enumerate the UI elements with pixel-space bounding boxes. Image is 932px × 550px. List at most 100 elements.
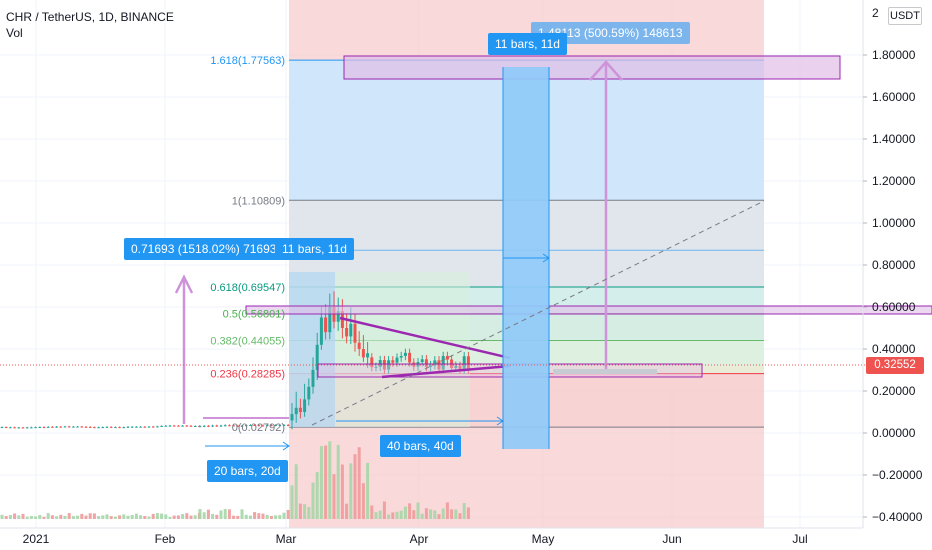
candle-body [336, 311, 340, 322]
candle-body [274, 425, 277, 427]
volume-bar [466, 507, 470, 519]
volume-bar [458, 513, 462, 519]
volume-bar [46, 513, 50, 519]
volume-bar [332, 474, 336, 519]
volume-bar [274, 515, 278, 519]
volume-bar [92, 513, 96, 519]
candle-body [139, 426, 142, 428]
candle-body [55, 426, 58, 428]
candle-body [193, 426, 197, 428]
volume-bar [189, 515, 193, 519]
volume-bar [336, 444, 340, 519]
target-arrow-head [589, 60, 623, 81]
volume-bar [101, 515, 105, 519]
volume-bar [319, 446, 323, 519]
currency-button[interactable]: USDT [888, 7, 922, 25]
fib-label: 0(0.02792) [232, 422, 285, 434]
volume-bar [420, 513, 424, 519]
price-axis[interactable]: 1.80000 1.60000 1.40000 1.20000 1.00000 0.800… [863, 6, 923, 524]
volume-bar [378, 510, 382, 519]
candle-body [147, 426, 151, 428]
price-tick-label-top: 2 [872, 6, 879, 20]
symbol-title: CHR / TetherUS, 1D, BINANCE [6, 10, 174, 24]
candle-body [294, 407, 298, 415]
candle-body [4, 427, 8, 429]
volume-bar [340, 464, 344, 519]
volume-bar [278, 515, 282, 519]
candle-body [328, 307, 332, 333]
volume-bar [143, 516, 147, 519]
volume-bar [240, 509, 244, 519]
candle-body [253, 425, 256, 427]
candle-body [164, 425, 168, 427]
time-axis[interactable]: 2021 Feb Mar Apr May Jun Jul [23, 532, 808, 546]
candle-body [307, 386, 311, 400]
candle-body [424, 359, 428, 367]
candle-body [458, 365, 462, 370]
price-tick-label: −0.20000 [872, 468, 923, 482]
bars-11-mid-badge: 11 bars, 11d [275, 238, 354, 260]
candle-body [429, 365, 433, 367]
volume-bar [34, 516, 38, 519]
volume-bar [429, 509, 433, 519]
volume-bar [307, 506, 311, 519]
time-tick-label: Feb [155, 532, 176, 546]
candle-body [25, 427, 29, 429]
candle-body [315, 344, 319, 370]
volume-bar [211, 513, 215, 519]
candle-body [441, 355, 445, 370]
candle-body [370, 357, 374, 368]
volume-bar [265, 514, 269, 519]
candle-body [228, 425, 231, 427]
candle-body [185, 425, 189, 427]
price-tick-label: 1.40000 [872, 132, 916, 146]
volume-bar [387, 514, 391, 519]
candle-body [236, 425, 240, 427]
time-tick-label: Jul [792, 532, 807, 546]
candle-body [282, 424, 286, 426]
candle-body [34, 427, 37, 429]
volume-bar [349, 463, 353, 519]
volume-bar [374, 512, 378, 519]
price-pad [553, 369, 657, 374]
left-range-badge: 0.71693 (1518.02%) 71693 [124, 238, 284, 260]
volume-bar [134, 513, 138, 519]
fib-label: 0.236(0.28285) [210, 369, 285, 381]
volume-bar [261, 513, 265, 519]
candle-body [345, 328, 349, 337]
volume-bar [55, 516, 59, 519]
candle-body [219, 425, 223, 427]
price-tick-label: 0.40000 [872, 342, 916, 356]
candle-body [270, 425, 273, 427]
volume-bar [147, 516, 151, 519]
volume-bar [236, 515, 240, 519]
volume-bar [155, 513, 159, 519]
volume-bar [59, 514, 63, 519]
candle-body [177, 425, 180, 427]
candle-body [135, 426, 138, 428]
candle-body [261, 425, 265, 427]
time-tick-label: 2021 [23, 532, 50, 546]
volume-bar [4, 516, 8, 519]
candle-body [240, 425, 244, 427]
candle-body [172, 425, 176, 427]
candle-body [46, 426, 50, 428]
candle-body [181, 425, 184, 427]
volume-bar [206, 509, 210, 519]
candle-body [122, 427, 126, 429]
candle-body [97, 427, 100, 429]
volume-bar [130, 515, 134, 519]
candle-body [63, 426, 67, 428]
volume-bar [0, 514, 4, 519]
candle-body [265, 425, 269, 427]
volume-bar [395, 511, 399, 519]
candle-body [198, 426, 202, 428]
triangle-upper [339, 316, 511, 360]
candle-body [207, 425, 210, 427]
candle-body [378, 360, 382, 367]
time-tick-label: May [532, 532, 555, 546]
volume-bar [223, 509, 227, 519]
candle-body [0, 427, 4, 429]
volume-bar [126, 515, 130, 519]
